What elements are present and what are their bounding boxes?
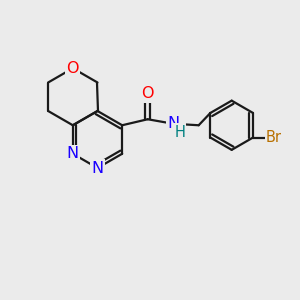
Text: N: N	[92, 160, 104, 175]
Text: O: O	[67, 61, 79, 76]
Text: O: O	[141, 86, 154, 101]
Text: N: N	[167, 116, 179, 131]
Text: Br: Br	[266, 130, 282, 145]
Text: H: H	[174, 125, 185, 140]
Text: N: N	[67, 146, 79, 161]
